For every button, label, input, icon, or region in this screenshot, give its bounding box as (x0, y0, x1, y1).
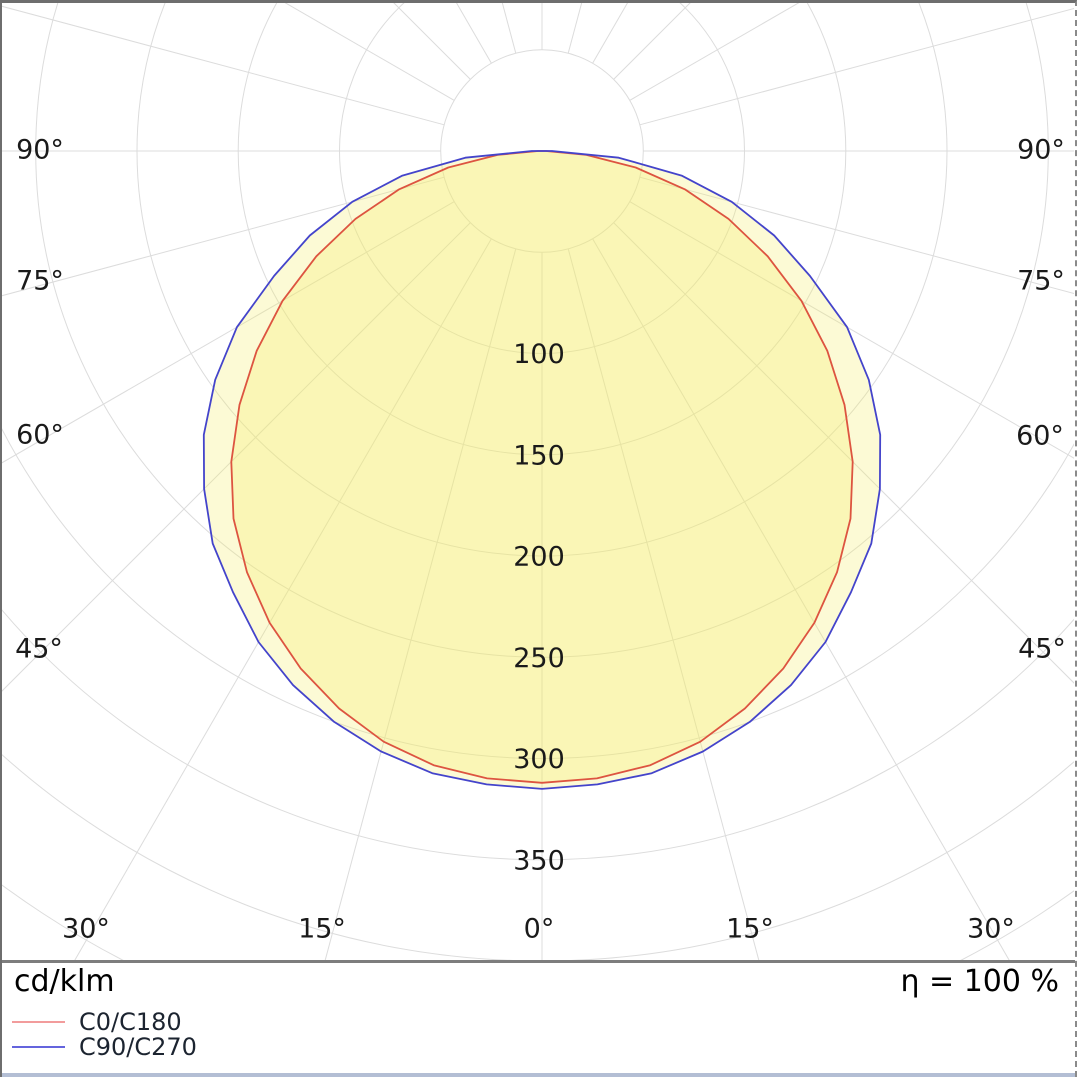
grid-ray (592, 3, 628, 64)
angle-tick-label: 75° (1017, 265, 1065, 296)
radial-tick-label: 350 (513, 845, 565, 876)
legend-item-c90: C90/C270 (12, 1034, 197, 1059)
grid-ray (2, 201, 455, 464)
angle-tick-label: 30° (967, 913, 1015, 944)
grid-ray (2, 176, 445, 297)
radial-tick-label: 250 (513, 643, 565, 674)
legend-label-c90: C90/C270 (79, 1032, 197, 1061)
grid-ray (629, 3, 800, 101)
grid-ray (2, 222, 471, 692)
grid-ray (629, 201, 1074, 459)
polar-chart: 100 150 200 250 300 350 90° 75° 60° 45° 30° 15° 0° 15… (2, 3, 1074, 960)
radial-tick-label: 300 (513, 744, 565, 775)
grid-ray (324, 248, 517, 960)
grid-ray (639, 176, 1074, 295)
angle-tick-label: 90° (16, 134, 64, 165)
grid-ray (592, 238, 1010, 960)
angle-tick-label: 15° (726, 913, 774, 944)
chart-labels: 100 150 200 250 300 350 90° 75° 60° 45° 30° 15° 0° 15… (15, 134, 1066, 944)
angle-tick-label: 45° (15, 633, 63, 664)
unit-label: cd/klm (14, 964, 115, 999)
radial-tick-label: 150 (513, 440, 565, 471)
legend-swatch-c0 (12, 1020, 65, 1023)
legend-item-c0: C0/C180 (12, 1009, 197, 1034)
angle-tick-label: 45° (1018, 633, 1066, 664)
angle-tick-label: 0° (524, 913, 555, 944)
grid-ray (567, 248, 760, 960)
grid-ray (613, 222, 1074, 684)
series-fill-c0-c180 (231, 151, 853, 783)
radial-tick-label: 200 (513, 541, 565, 572)
angle-tick-label: 75° (16, 265, 64, 296)
series-curve-c0-c180 (230, 150, 854, 784)
radial-tick-label: 100 (513, 339, 565, 370)
window-bottom-edge (2, 1073, 1075, 1077)
grid-ray (284, 3, 455, 101)
angle-tick-label: 90° (1017, 134, 1065, 165)
grid-ray (639, 7, 1074, 126)
legend: C0/C180 C90/C270 (12, 1009, 197, 1059)
grid-ray (2, 5, 445, 126)
angle-tick-label: 30° (62, 913, 110, 944)
efficiency-label: η = 100 % (900, 964, 1059, 999)
series-fill-c90-c270 (203, 151, 881, 789)
polar-chart-canvas: 100 150 200 250 300 350 90° 75° 60° 45° 30° 15° 0° 15… (2, 3, 1074, 960)
grid-ray (74, 238, 492, 960)
polar-grid (2, 3, 1074, 960)
angle-tick-label: 15° (298, 913, 346, 944)
footer-info-row: cd/klm η = 100 % (14, 966, 1059, 998)
series-curve-c90-c270 (202, 150, 882, 790)
grid-ray (456, 3, 492, 64)
legend-label-c0: C0/C180 (79, 1007, 182, 1036)
legend-swatch-c90 (12, 1045, 65, 1048)
grid-ray (393, 3, 471, 80)
angle-tick-label: 60° (16, 419, 64, 450)
plot-footer-divider (2, 960, 1075, 963)
grid-ray (613, 3, 691, 80)
angle-tick-label: 60° (1016, 420, 1064, 451)
